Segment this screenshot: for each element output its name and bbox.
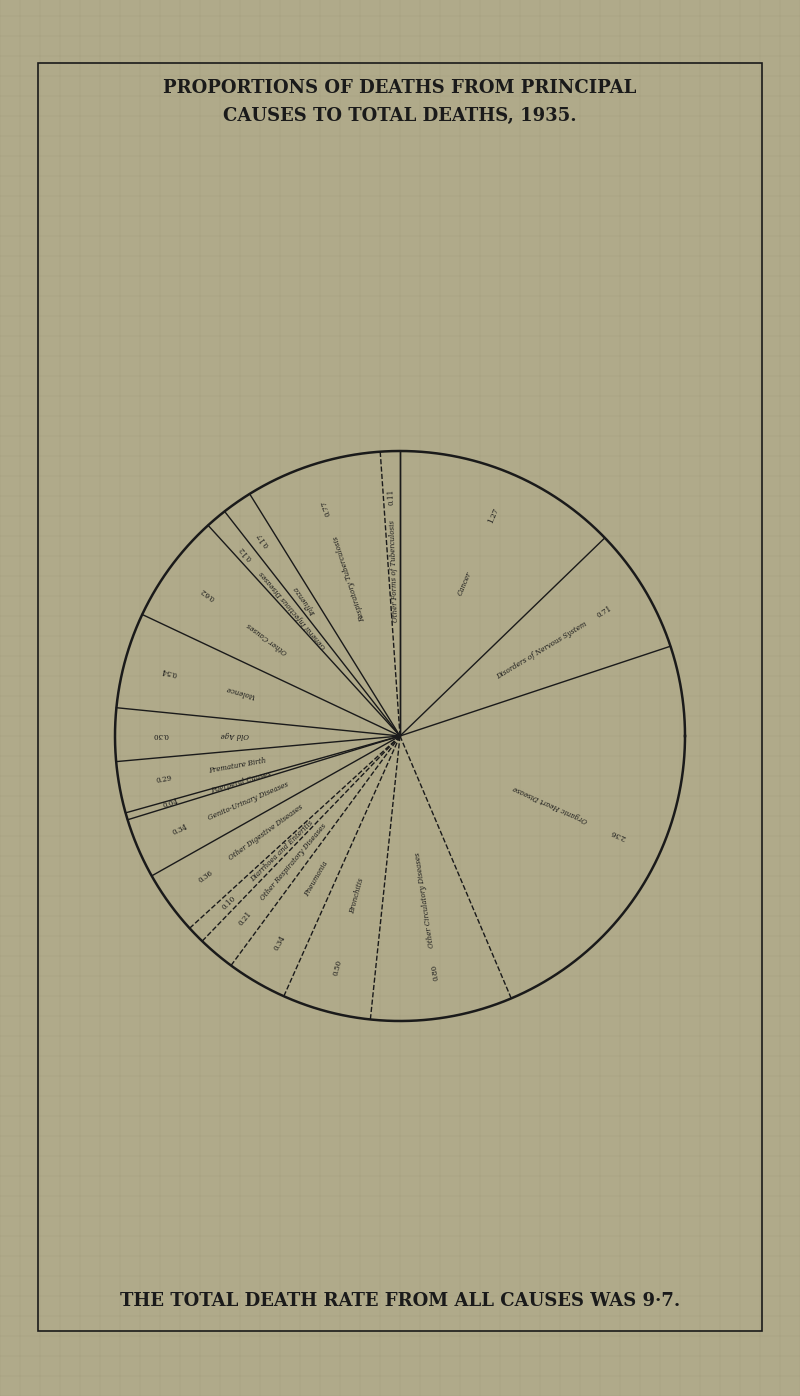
Text: Premature Birth: Premature Birth (208, 757, 266, 775)
Text: CAUSES TO TOTAL DEATHS, 1935.: CAUSES TO TOTAL DEATHS, 1935. (223, 107, 577, 126)
Text: 2.36: 2.36 (609, 828, 627, 842)
Text: Respiratory Tuberculosis: Respiratory Tuberculosis (332, 535, 366, 623)
Text: 0.50: 0.50 (332, 959, 344, 976)
Text: 0.34: 0.34 (272, 934, 287, 952)
Text: Other Causes: Other Causes (246, 620, 289, 655)
Text: 0.80: 0.80 (430, 965, 441, 981)
Text: Diarrhoea and Enteritis: Diarrhoea and Enteritis (249, 819, 314, 884)
Text: PROPORTIONS OF DEATHS FROM PRINCIPAL: PROPORTIONS OF DEATHS FROM PRINCIPAL (163, 80, 637, 96)
Text: 0.04: 0.04 (162, 797, 179, 810)
Text: Other Forms of Tuberculosis: Other Forms of Tuberculosis (389, 519, 400, 623)
Text: 0.36: 0.36 (198, 868, 215, 884)
Text: 0.21: 0.21 (238, 910, 254, 928)
Text: 0.34: 0.34 (171, 824, 189, 838)
Text: Other Circulatory Diseases: Other Circulatory Diseases (414, 852, 435, 948)
Text: 0.17: 0.17 (255, 530, 271, 549)
Text: 0.10: 0.10 (220, 895, 237, 912)
Text: Puerperal Causes: Puerperal Causes (210, 771, 273, 796)
Text: Disorders of Nervous System: Disorders of Nervous System (494, 620, 588, 681)
Text: Influenza: Influenza (293, 585, 318, 616)
Text: 1.27: 1.27 (486, 507, 500, 525)
Text: 0.54: 0.54 (161, 666, 178, 678)
Text: 0.71: 0.71 (596, 604, 614, 620)
Text: 0.30: 0.30 (153, 732, 169, 738)
Text: Violence: Violence (225, 684, 256, 699)
Text: 0.62: 0.62 (198, 586, 216, 602)
Text: Other Digestive Diseases: Other Digestive Diseases (227, 804, 305, 863)
Text: Other Respiratory Diseases: Other Respiratory Diseases (258, 822, 328, 902)
Text: Organic Heart Disease: Organic Heart Disease (512, 783, 589, 825)
Text: Bronchitis: Bronchitis (349, 877, 366, 914)
Text: Cancer: Cancer (456, 571, 473, 597)
Text: General Infectious Diseases: General Infectious Diseases (258, 570, 329, 651)
Text: 0.12: 0.12 (238, 544, 254, 561)
Text: Old Age: Old Age (221, 732, 249, 740)
Text: 0.77: 0.77 (320, 500, 333, 517)
Text: 0.29: 0.29 (156, 773, 173, 785)
Text: 0.11: 0.11 (387, 489, 396, 505)
Text: THE TOTAL DEATH RATE FROM ALL CAUSES WAS 9·7.: THE TOTAL DEATH RATE FROM ALL CAUSES WAS… (120, 1293, 680, 1309)
Text: Pneumonia: Pneumonia (303, 860, 330, 898)
Text: Genito-Urinary Diseases: Genito-Urinary Diseases (206, 780, 290, 822)
